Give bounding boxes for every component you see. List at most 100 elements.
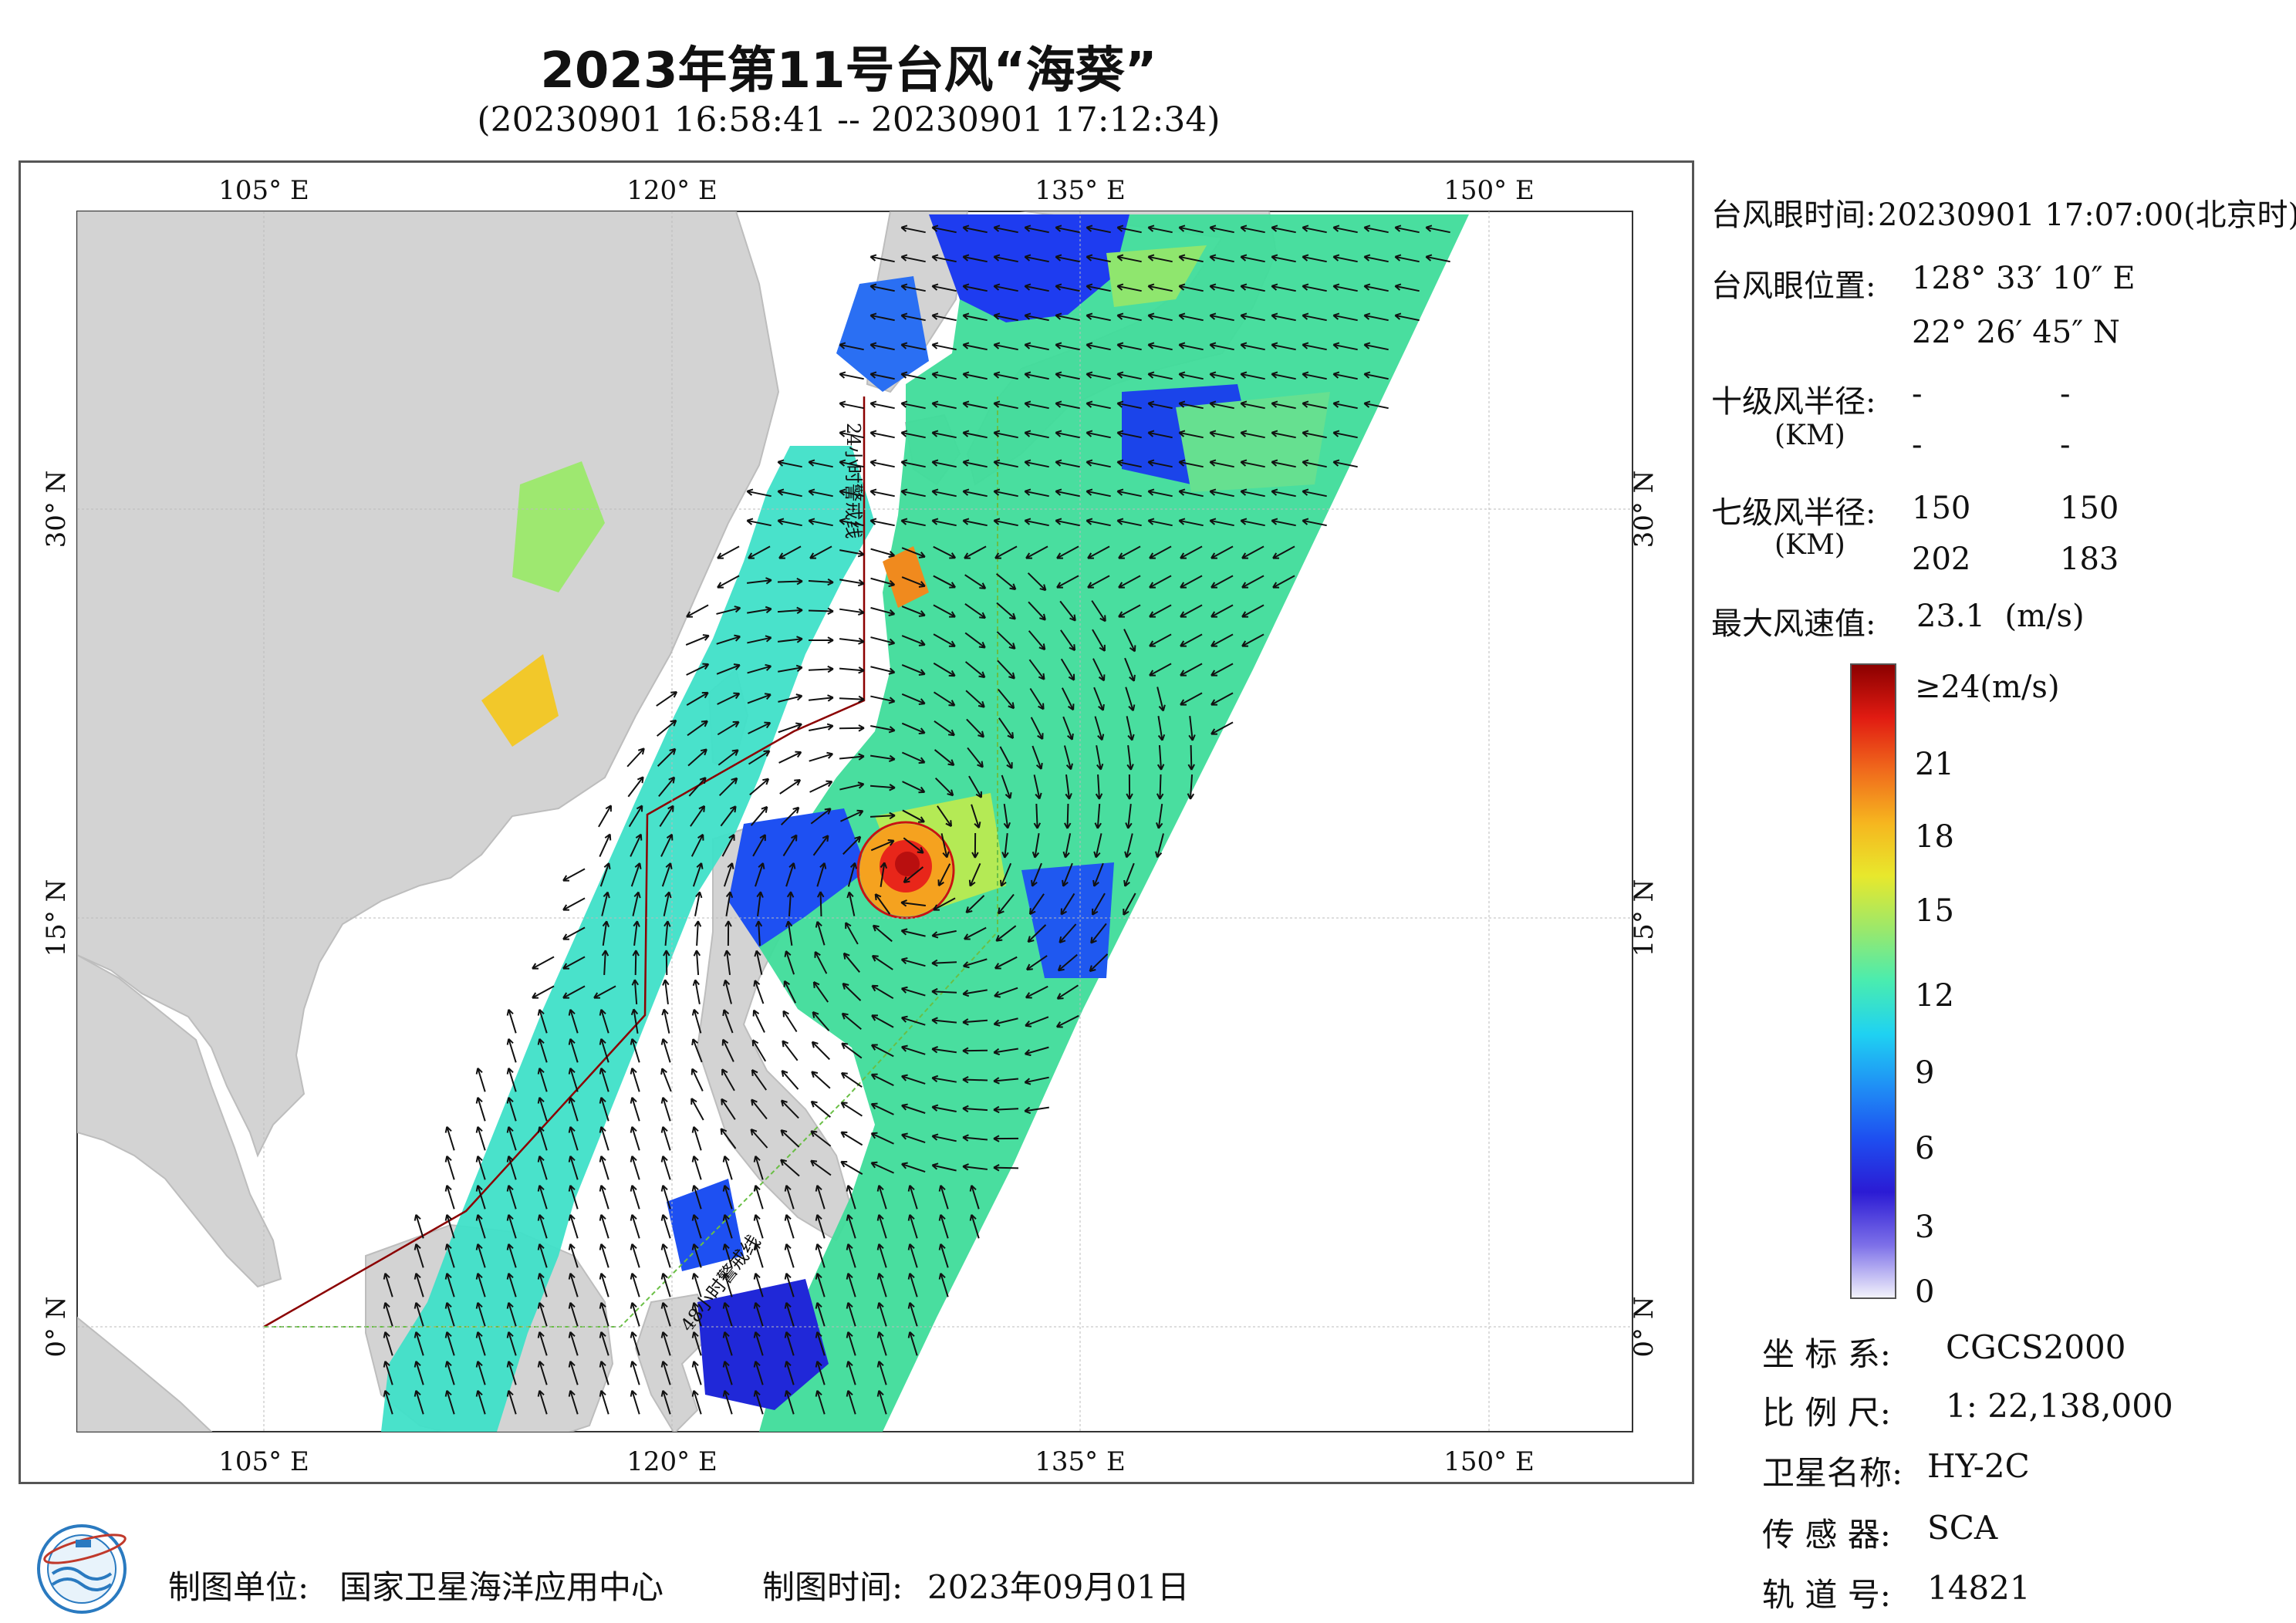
wind-vector-arrow bbox=[537, 1038, 548, 1063]
wind-vector-arrow bbox=[1271, 459, 1296, 468]
wind-vector-arrow bbox=[962, 1134, 988, 1142]
wind-vector-arrow bbox=[815, 1331, 826, 1356]
wind-vector-arrow bbox=[1001, 832, 1009, 859]
wind-vector-arrow bbox=[475, 1243, 486, 1268]
wind-vector-arrow bbox=[870, 725, 896, 734]
wind-vector-arrow bbox=[686, 691, 709, 706]
wind-vector-arrow bbox=[901, 693, 926, 705]
wind-vector-arrow bbox=[1059, 923, 1077, 943]
wind-vector-arrow bbox=[962, 1047, 988, 1054]
wind-vector-arrow bbox=[962, 1075, 988, 1084]
wind-vector-arrow bbox=[690, 1098, 704, 1121]
wind-vector-arrow bbox=[691, 1243, 702, 1268]
wind-vector-arrow bbox=[993, 283, 1018, 292]
wind-vector-arrow bbox=[808, 607, 834, 616]
wind-vector-arrow bbox=[1086, 283, 1111, 292]
wind-vector-arrow bbox=[933, 545, 957, 559]
wind-vector-arrow bbox=[869, 812, 896, 820]
scale-value: 1: 22,138,000 bbox=[1946, 1387, 2173, 1425]
wind-vector-arrow bbox=[750, 805, 768, 826]
wind-vector-arrow bbox=[537, 1360, 548, 1385]
wind-vector-arrow bbox=[568, 1243, 579, 1268]
wind-vector-arrow bbox=[660, 1301, 671, 1327]
wind-vector-arrow bbox=[475, 1184, 486, 1210]
wind-vector-arrow bbox=[687, 748, 707, 767]
wind-vector-arrow bbox=[747, 663, 772, 674]
wind-vector-arrow bbox=[1032, 745, 1043, 770]
wind-vector-arrow bbox=[811, 1071, 831, 1089]
wind-vector-arrow bbox=[1062, 862, 1073, 887]
wind-vector-arrow bbox=[1086, 312, 1111, 322]
wind-vector-arrow bbox=[1302, 224, 1327, 234]
wind-vector-arrow bbox=[568, 1155, 579, 1180]
wind-vector-arrow bbox=[1210, 633, 1234, 647]
wind-vector-arrow bbox=[962, 1018, 988, 1026]
r7-label: 七级风半径: bbox=[1711, 495, 1876, 531]
wind-vector-arrow bbox=[784, 1331, 795, 1356]
wind-vector-arrow bbox=[1178, 371, 1204, 380]
wind-vector-arrow bbox=[656, 690, 678, 707]
wind-vector-arrow bbox=[962, 430, 988, 439]
colorbar-label-21: 21 bbox=[1915, 747, 1954, 782]
map-title: 2023年第11号台风“海葵” bbox=[540, 42, 1157, 100]
wind-vector-arrow bbox=[965, 895, 985, 914]
orbit-label: 轨 道 号: bbox=[1762, 1576, 1891, 1614]
wind-vector-arrow bbox=[1240, 342, 1265, 351]
wind-vector-arrow bbox=[1116, 283, 1142, 292]
wind-vector-arrow bbox=[691, 1331, 702, 1356]
wind-vector-arrow bbox=[933, 604, 956, 618]
wind-vector-arrow bbox=[971, 804, 981, 828]
r7-value-2: 150 bbox=[2060, 491, 2119, 526]
wind-vector-arrow bbox=[568, 1301, 579, 1327]
wind-vector-arrow bbox=[1024, 400, 1049, 410]
wind-vector-arrow bbox=[815, 1389, 826, 1415]
wind-vector-arrow bbox=[1210, 604, 1234, 618]
wind-vector-arrow bbox=[782, 1040, 799, 1061]
max-wind-label: 最大风速值: bbox=[1711, 606, 1876, 642]
wind-vector-arrow bbox=[1086, 488, 1111, 498]
wind-vector-arrow bbox=[722, 1360, 733, 1385]
wind-vector-arrow bbox=[1187, 774, 1195, 800]
wind-vector-arrow bbox=[1027, 924, 1047, 943]
wind-vector-arrow bbox=[414, 1331, 424, 1356]
wind-vector-arrow bbox=[1126, 716, 1135, 741]
lon-top-120: 120° E bbox=[626, 175, 718, 206]
wind-vector-arrow bbox=[1209, 224, 1234, 234]
wind-vector-arrow bbox=[599, 1272, 609, 1297]
wind-vector-arrow bbox=[814, 950, 828, 974]
wind-vector-arrow bbox=[784, 950, 795, 975]
wind-vector-arrow bbox=[630, 1301, 640, 1327]
wind-vector-arrow bbox=[599, 1096, 609, 1122]
wind-vector-arrow bbox=[722, 1243, 733, 1268]
wind-vector-arrow bbox=[414, 1301, 424, 1327]
wind-field-map: 24小时警戒线 48小时警戒线 105° E 120° E 135° E 150… bbox=[41, 175, 1660, 1477]
wind-vector-arrow bbox=[506, 1360, 517, 1385]
wind-vector-arrow bbox=[506, 1389, 517, 1415]
wind-vector-arrow bbox=[962, 488, 988, 498]
wind-vector-arrow bbox=[876, 1213, 887, 1239]
wind-vector-arrow bbox=[1028, 659, 1045, 680]
wind-vector-arrow bbox=[691, 1125, 702, 1151]
wind-vector-arrow bbox=[839, 781, 865, 791]
wind-vector-arrow bbox=[506, 1213, 517, 1239]
wind-vector-arrow bbox=[630, 1213, 640, 1239]
wind-vector-arrow bbox=[662, 979, 670, 1005]
wind-vector-arrow bbox=[568, 1125, 579, 1151]
wind-vector-arrow bbox=[506, 1096, 517, 1122]
wind-vector-arrow bbox=[1178, 430, 1204, 439]
r7-value-1: 150 bbox=[1912, 491, 1971, 526]
wind-vector-arrow bbox=[1116, 371, 1142, 380]
wind-vector-arrow bbox=[839, 724, 865, 732]
wind-vector-arrow bbox=[475, 1067, 486, 1092]
wind-vector-arrow bbox=[532, 985, 555, 999]
map-frame bbox=[19, 160, 1694, 1484]
wind-vector-arrow bbox=[721, 1038, 734, 1062]
wind-vector-arrow bbox=[723, 979, 732, 1004]
wind-vector-arrow bbox=[1425, 224, 1450, 234]
wind-vector-arrow bbox=[630, 1272, 640, 1297]
wind-vector-arrow bbox=[722, 1331, 733, 1356]
wind-vector-arrow bbox=[839, 459, 864, 468]
wind-vector-arrow bbox=[901, 547, 926, 558]
wind-vector-arrow bbox=[900, 283, 926, 292]
wind-vector-arrow bbox=[749, 778, 770, 796]
